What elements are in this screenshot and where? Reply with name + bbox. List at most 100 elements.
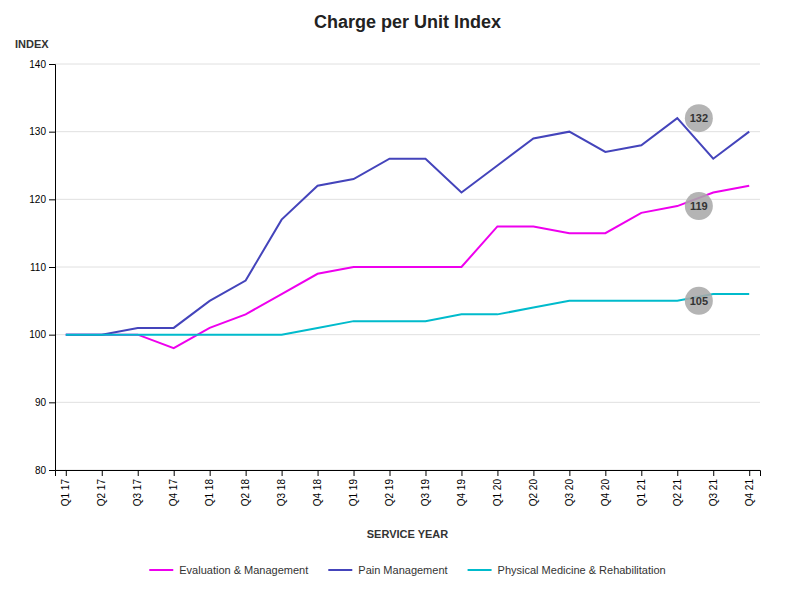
y-tick-mark	[49, 335, 55, 336]
x-tick-label: Q1 20	[492, 479, 503, 507]
series-line	[66, 294, 749, 335]
x-tick-label: Q4 21	[744, 479, 755, 507]
x-tick-mark	[318, 470, 319, 476]
grid-line	[55, 131, 760, 132]
badge: 119	[685, 192, 713, 220]
x-tick: Q3 17	[132, 470, 143, 506]
y-tick-label: 90	[35, 397, 47, 408]
x-tick: Q4 19	[456, 470, 467, 506]
x-tick-label: Q4 19	[456, 479, 467, 507]
badge-label: 132	[690, 112, 708, 124]
x-tick: Q3 20	[564, 470, 575, 506]
x-axis: Q1 17 Q2 17 Q3 17 Q4 17 Q1 18 Q2 18 Q3 18 Q4 18…	[56, 470, 761, 506]
grid-line	[55, 199, 760, 200]
chart: 8090100110120130140Q1 17Q2 17Q3 17Q4 17Q…	[0, 0, 800, 600]
x-tick: Q3 21	[708, 470, 719, 506]
x-tick-mark	[605, 470, 606, 476]
title: Charge per Unit Index	[314, 12, 501, 32]
series-line	[66, 118, 749, 335]
y-tick: 100	[29, 329, 55, 340]
x-tick-label: Q1 17	[60, 479, 71, 507]
x-tick: Q1 19	[348, 470, 359, 506]
x-tick-label: Q3 17	[132, 479, 143, 507]
y-tick: 140	[29, 59, 55, 70]
y-tick-label: 80	[35, 465, 47, 476]
y-tick-mark	[49, 470, 55, 471]
badge: 132	[685, 104, 713, 132]
y-tick-mark	[49, 267, 55, 268]
grid-line	[55, 64, 760, 65]
x-tick-mark	[210, 470, 211, 476]
y-tick: 110	[30, 262, 55, 273]
series-line	[66, 186, 749, 348]
x-tick-label: Q2 18	[240, 479, 251, 507]
y-axis-line	[49, 65, 56, 471]
x-tick-label: Q1 21	[636, 479, 647, 507]
badge-circle	[685, 192, 713, 220]
x-tick: Q4 21	[744, 470, 755, 506]
legend-swatch	[149, 569, 173, 571]
badge-circle	[685, 287, 713, 315]
x-tick-mark	[390, 470, 391, 476]
x-tick-mark	[138, 470, 139, 476]
y-tick: 120	[29, 194, 55, 205]
badge: 105	[685, 287, 713, 315]
legend: Evaluation & ManagementPain ManagementPh…	[149, 564, 665, 576]
x-tick-label: Q3 20	[564, 479, 575, 507]
y-tick-mark	[49, 199, 55, 200]
x-tick-mark	[66, 470, 67, 476]
x-tick-mark	[569, 470, 570, 476]
x-tick-mark	[174, 470, 175, 476]
x-tick: Q2 21	[672, 470, 683, 506]
y-axis-title: INDEX	[15, 38, 49, 50]
x-tick-mark	[497, 470, 498, 476]
x-tick-mark	[641, 470, 642, 476]
x-tick: Q2 17	[96, 470, 107, 506]
x-tick: Q1 18	[204, 470, 215, 506]
x-tick-label: Q3 21	[708, 479, 719, 507]
x-tick: Q1 21	[636, 470, 647, 506]
y-tick-mark	[49, 402, 55, 403]
x-tick: Q4 20	[600, 470, 611, 506]
x-tick: Q2 18	[240, 470, 251, 506]
x-tick-label: Q3 18	[276, 479, 287, 507]
y-tick-label: 140	[29, 59, 46, 70]
y-axis: 80 90 100 110 120 130 140	[29, 59, 55, 476]
y-tick: 130	[29, 126, 55, 137]
lines	[66, 118, 749, 348]
x-tick-label: Q4 20	[600, 479, 611, 507]
x-tick-label: Q4 18	[312, 479, 323, 507]
x-tick-mark	[533, 470, 534, 476]
x-tick-label: Q2 20	[528, 479, 539, 507]
x-tick-mark	[102, 470, 103, 476]
x-tick: Q4 18	[312, 470, 323, 506]
x-tick: Q3 18	[276, 470, 287, 506]
legend-item: Pain Management	[328, 564, 447, 576]
y-tick: 80	[35, 465, 55, 476]
x-tick-mark	[713, 470, 714, 476]
x-axis-line	[56, 471, 761, 477]
x-axis-title: SERVICE YEAR	[367, 528, 449, 540]
grid-line	[55, 402, 760, 403]
x-tick-label: Q2 19	[384, 479, 395, 507]
x-tick-label: Q2 17	[96, 479, 107, 507]
x-tick-mark	[246, 470, 247, 476]
x-tick: Q3 19	[420, 470, 431, 506]
x-tick: Q4 17	[168, 470, 179, 506]
y-tick-mark	[49, 132, 55, 133]
x-tick: Q2 19	[384, 470, 395, 506]
x-tick: Q1 17	[60, 470, 71, 506]
x-tick-mark	[282, 470, 283, 476]
badge-label: 105	[690, 295, 708, 307]
x-tick-mark	[749, 470, 750, 476]
badge-circle	[685, 104, 713, 132]
grid	[55, 64, 760, 470]
x-tick-label: Q1 18	[204, 479, 215, 507]
legend-swatch	[468, 569, 492, 571]
legend-label: Pain Management	[358, 564, 447, 576]
x-tick-mark	[354, 470, 355, 476]
legend-label: Evaluation & Management	[179, 564, 308, 576]
y-tick-label: 120	[29, 194, 46, 205]
x-tick-label: Q4 17	[168, 479, 179, 507]
x-tick-mark	[461, 470, 462, 476]
